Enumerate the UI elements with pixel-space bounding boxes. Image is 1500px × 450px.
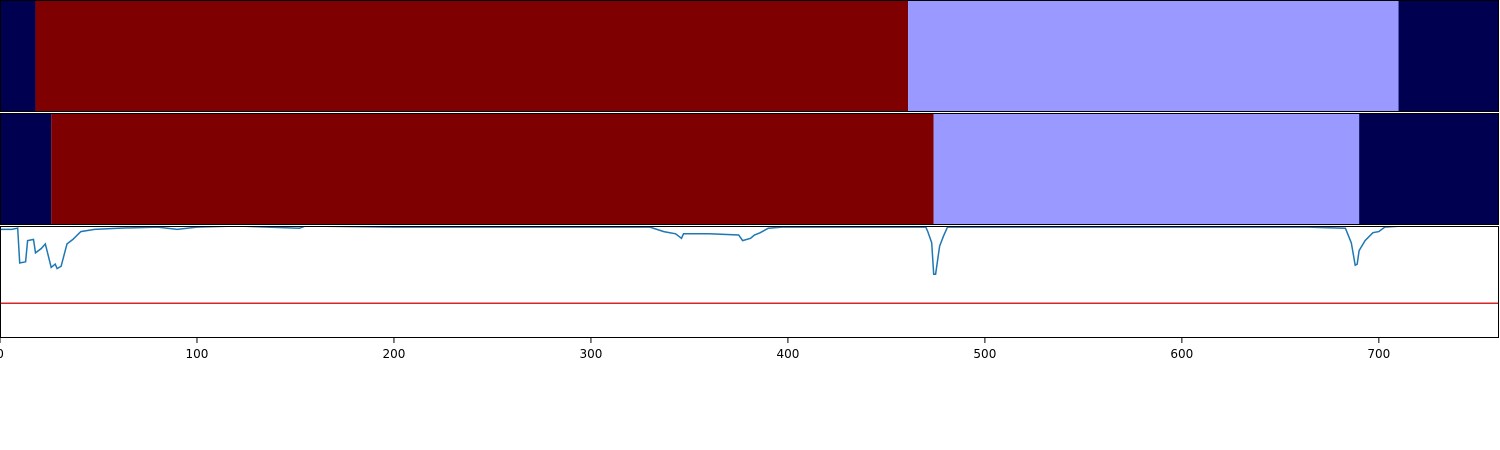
segment-1 (51, 113, 934, 225)
segment-0 (0, 0, 36, 112)
x-tick-label: 400 (776, 347, 799, 361)
segment-bar-middle (0, 113, 1499, 225)
segment-3 (1359, 113, 1499, 225)
segment-2 (908, 0, 1399, 112)
panel-frame (0, 0, 1499, 112)
line-plot-panel (0, 226, 1499, 338)
x-tick-label: 200 (383, 347, 406, 361)
segment-bar-top (0, 0, 1499, 112)
panel-frame (0, 113, 1499, 225)
x-axis: 0 100 200 300 400 500 600 700 (0, 338, 1390, 361)
panel-frame (0, 226, 1499, 338)
segment-1 (35, 0, 909, 112)
x-tick-label: 300 (579, 347, 602, 361)
segment-3 (1398, 0, 1499, 112)
series-line-0 (0, 226, 1411, 275)
x-tick-label: 600 (1170, 347, 1193, 361)
segment-2 (933, 113, 1360, 225)
x-tick-label: 700 (1367, 347, 1390, 361)
segment-0 (0, 113, 52, 225)
x-tick-label: 100 (186, 347, 209, 361)
x-tick-label: 0 (0, 347, 4, 361)
x-tick-label: 500 (973, 347, 996, 361)
